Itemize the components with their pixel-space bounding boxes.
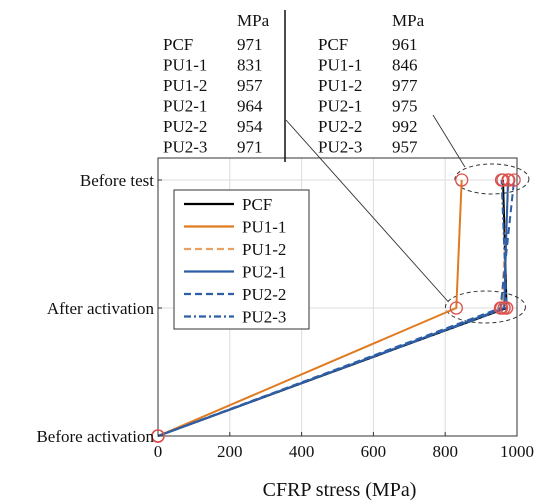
table-row-value: 992 — [392, 117, 418, 136]
legend-label: PCF — [242, 195, 272, 214]
legend-label: PU2-2 — [242, 285, 286, 304]
table-row-name: PU2-1 — [318, 97, 362, 116]
table-row-value: 846 — [392, 56, 418, 75]
leader-line-before-test — [432, 114, 466, 168]
stress-tables: MPa PCF 971 PU1-1 831 PU1-2 957 PU2-1 964 PU2-2 95… — [163, 10, 425, 162]
x-axis-label: CFRP stress (MPa) — [263, 479, 417, 501]
data-marker — [493, 301, 508, 315]
data-marker — [494, 173, 509, 187]
table-row-name: PU2-2 — [318, 117, 362, 136]
legend-label: PU2-3 — [242, 308, 286, 327]
y-tick-label: Before activation — [36, 427, 154, 446]
legend-label: PU2-1 — [242, 263, 286, 282]
table-row-name: PU2-3 — [318, 138, 362, 157]
data-marker — [455, 173, 469, 187]
x-tick-label: 1000 — [500, 442, 534, 461]
table-row-value: 971 — [237, 35, 263, 54]
leader-line-after-activation — [285, 119, 449, 303]
table-row-value: 961 — [392, 35, 418, 54]
table-row-value: 957 — [237, 76, 263, 95]
table-row-value: 977 — [392, 76, 418, 95]
data-marker — [501, 173, 515, 187]
y-tick-labels: Before activation After activation Before … — [36, 171, 162, 446]
table-row-value: 957 — [392, 138, 418, 157]
table-header: MPa — [392, 11, 425, 30]
table-row-value: 964 — [237, 97, 263, 116]
x-tick-label: 800 — [432, 442, 458, 461]
table-row-name: PU2-3 — [163, 138, 207, 157]
table-header: MPa — [237, 11, 270, 30]
x-tick-label: 0 — [154, 442, 163, 461]
table-row-value: 954 — [237, 117, 263, 136]
data-marker — [499, 301, 514, 315]
table-row-name: PCF — [318, 35, 348, 54]
legend-label: PU1-2 — [242, 240, 286, 259]
x-tick-label: 400 — [289, 442, 315, 461]
legend-box — [173, 189, 310, 330]
table-row-name: PU1-1 — [163, 56, 207, 75]
callout-ellipse-after-activation — [444, 290, 526, 324]
value-markers — [151, 173, 521, 443]
table-row-value: 971 — [237, 138, 263, 157]
annotation-callouts — [285, 114, 530, 324]
x-tick-label: 600 — [361, 442, 387, 461]
table-row-name: PU1-2 — [163, 76, 207, 95]
callout-ellipse-before-test — [454, 163, 530, 195]
table-row-name: PU1-2 — [318, 76, 362, 95]
data-marker — [449, 301, 463, 315]
legend: PCF PU1-1 PU1-2 PU2-1 PU2-2 PU2-3 — [173, 189, 310, 330]
x-ticks: 0 200 400 600 800 1000 — [154, 432, 534, 461]
table-row-name: PCF — [163, 35, 193, 54]
table-row-name: PU2-2 — [163, 117, 207, 136]
legend-label: PU1-1 — [242, 218, 286, 237]
y-tick-label: After activation — [47, 299, 155, 318]
table-row-name: PU1-1 — [318, 56, 362, 75]
series-line — [157, 179, 463, 437]
table-row-name: PU2-1 — [163, 97, 207, 116]
table-row-value: 831 — [237, 56, 263, 75]
data-marker — [151, 429, 165, 443]
x-tick-label: 200 — [217, 442, 243, 461]
table-row-value: 975 — [392, 97, 418, 116]
y-tick-label: Before test — [80, 171, 154, 190]
